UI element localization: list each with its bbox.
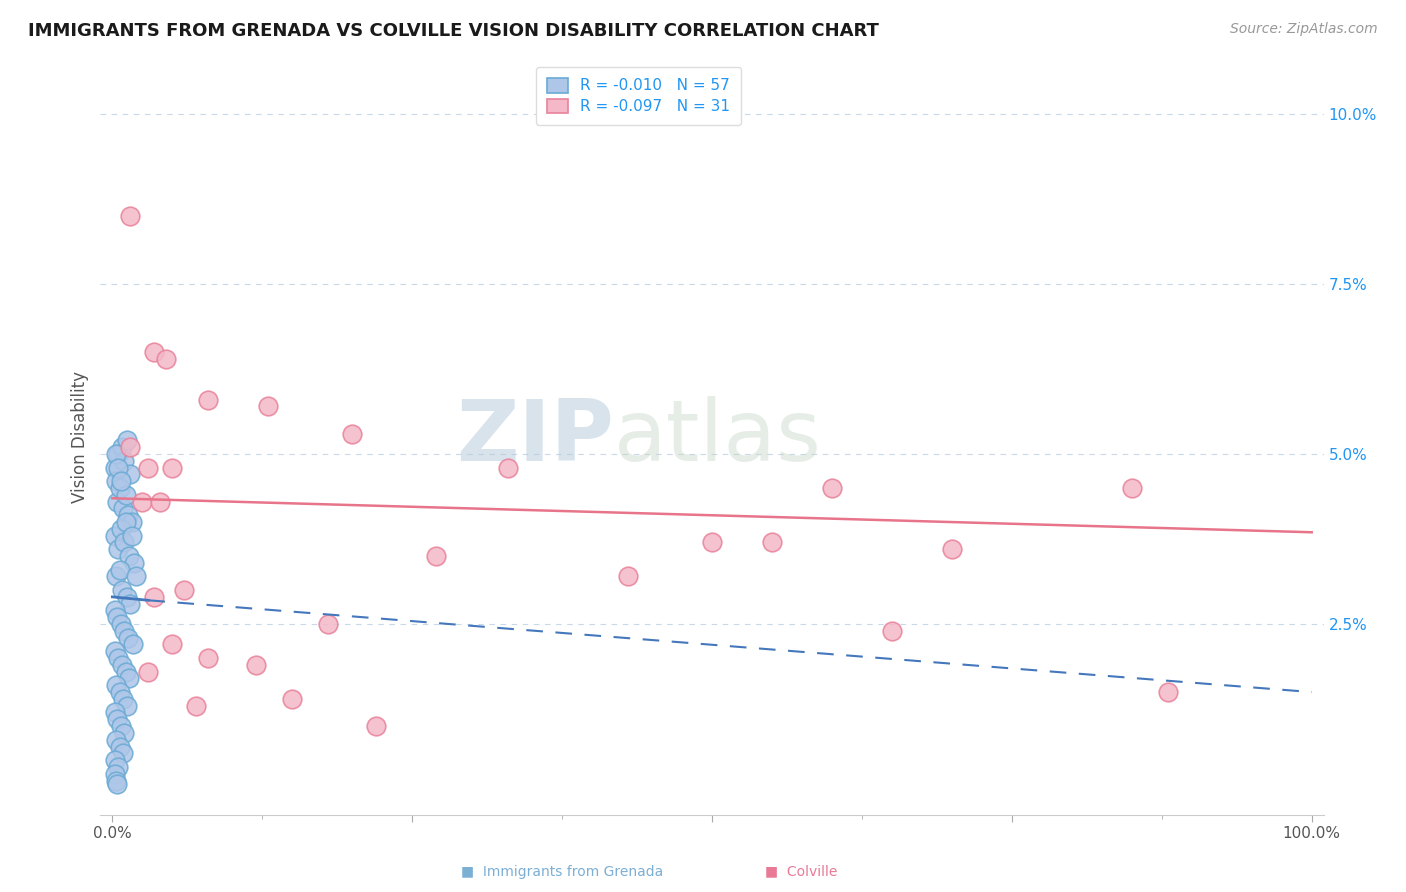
Point bbox=[108, 481, 131, 495]
Point bbox=[245, 657, 267, 672]
Point bbox=[117, 508, 139, 523]
Point bbox=[122, 556, 145, 570]
Point bbox=[120, 440, 142, 454]
Point bbox=[366, 719, 388, 733]
Point bbox=[114, 488, 136, 502]
Point bbox=[114, 665, 136, 679]
Point bbox=[115, 590, 138, 604]
Point bbox=[107, 760, 129, 774]
Point bbox=[941, 542, 963, 557]
Point bbox=[425, 549, 447, 563]
Point bbox=[104, 766, 127, 780]
Point bbox=[108, 563, 131, 577]
Point bbox=[125, 569, 148, 583]
Point bbox=[112, 501, 135, 516]
Point bbox=[112, 624, 135, 638]
Point bbox=[111, 440, 134, 454]
Point bbox=[118, 549, 141, 563]
Text: ■  Immigrants from Grenada: ■ Immigrants from Grenada bbox=[461, 864, 664, 879]
Point bbox=[108, 739, 131, 754]
Point bbox=[700, 535, 723, 549]
Text: IMMIGRANTS FROM GRENADA VS COLVILLE VISION DISABILITY CORRELATION CHART: IMMIGRANTS FROM GRENADA VS COLVILLE VISI… bbox=[28, 22, 879, 40]
Point bbox=[111, 657, 134, 672]
Point bbox=[496, 460, 519, 475]
Point bbox=[136, 665, 159, 679]
Point bbox=[118, 672, 141, 686]
Point bbox=[112, 747, 135, 761]
Point bbox=[104, 706, 127, 720]
Point bbox=[108, 685, 131, 699]
Point bbox=[104, 644, 127, 658]
Point bbox=[107, 447, 129, 461]
Point bbox=[111, 583, 134, 598]
Point bbox=[104, 569, 127, 583]
Point bbox=[112, 726, 135, 740]
Point bbox=[121, 638, 143, 652]
Point bbox=[105, 712, 128, 726]
Point bbox=[104, 529, 127, 543]
Point bbox=[149, 494, 172, 508]
Point bbox=[257, 400, 280, 414]
Text: atlas: atlas bbox=[614, 395, 823, 478]
Point bbox=[104, 732, 127, 747]
Point bbox=[104, 447, 127, 461]
Point bbox=[281, 692, 304, 706]
Point bbox=[104, 773, 127, 788]
Text: ■  Colville: ■ Colville bbox=[765, 864, 838, 879]
Point bbox=[112, 454, 135, 468]
Point bbox=[880, 624, 903, 638]
Point bbox=[112, 692, 135, 706]
Point bbox=[110, 522, 132, 536]
Point bbox=[115, 434, 138, 448]
Point bbox=[143, 590, 166, 604]
Point bbox=[186, 698, 208, 713]
Point bbox=[110, 719, 132, 733]
Point bbox=[155, 351, 177, 366]
Point bbox=[821, 481, 844, 495]
Y-axis label: Vision Disability: Vision Disability bbox=[72, 371, 89, 503]
Point bbox=[162, 638, 184, 652]
Point bbox=[115, 698, 138, 713]
Point bbox=[197, 651, 219, 665]
Text: Source: ZipAtlas.com: Source: ZipAtlas.com bbox=[1230, 22, 1378, 37]
Point bbox=[117, 631, 139, 645]
Point bbox=[107, 542, 129, 557]
Point bbox=[162, 460, 184, 475]
Point bbox=[112, 535, 135, 549]
Point bbox=[120, 209, 142, 223]
Text: ZIP: ZIP bbox=[457, 395, 614, 478]
Point bbox=[1157, 685, 1180, 699]
Point bbox=[104, 678, 127, 692]
Point bbox=[104, 475, 127, 489]
Point bbox=[114, 515, 136, 529]
Point bbox=[121, 515, 143, 529]
Point bbox=[1121, 481, 1143, 495]
Point bbox=[617, 569, 640, 583]
Point bbox=[105, 777, 128, 791]
Point bbox=[105, 494, 128, 508]
Point bbox=[121, 529, 143, 543]
Point bbox=[197, 392, 219, 407]
Point bbox=[105, 610, 128, 624]
Point bbox=[104, 603, 127, 617]
Point bbox=[120, 467, 142, 482]
Point bbox=[136, 460, 159, 475]
Legend: R = -0.010   N = 57, R = -0.097   N = 31: R = -0.010 N = 57, R = -0.097 N = 31 bbox=[536, 67, 741, 125]
Point bbox=[104, 460, 127, 475]
Point bbox=[131, 494, 153, 508]
Point bbox=[110, 617, 132, 632]
Point bbox=[143, 345, 166, 359]
Point bbox=[761, 535, 783, 549]
Point bbox=[104, 753, 127, 767]
Point bbox=[342, 426, 364, 441]
Point bbox=[120, 597, 142, 611]
Point bbox=[173, 583, 195, 598]
Point bbox=[107, 651, 129, 665]
Point bbox=[316, 617, 339, 632]
Point bbox=[110, 475, 132, 489]
Point bbox=[107, 460, 129, 475]
